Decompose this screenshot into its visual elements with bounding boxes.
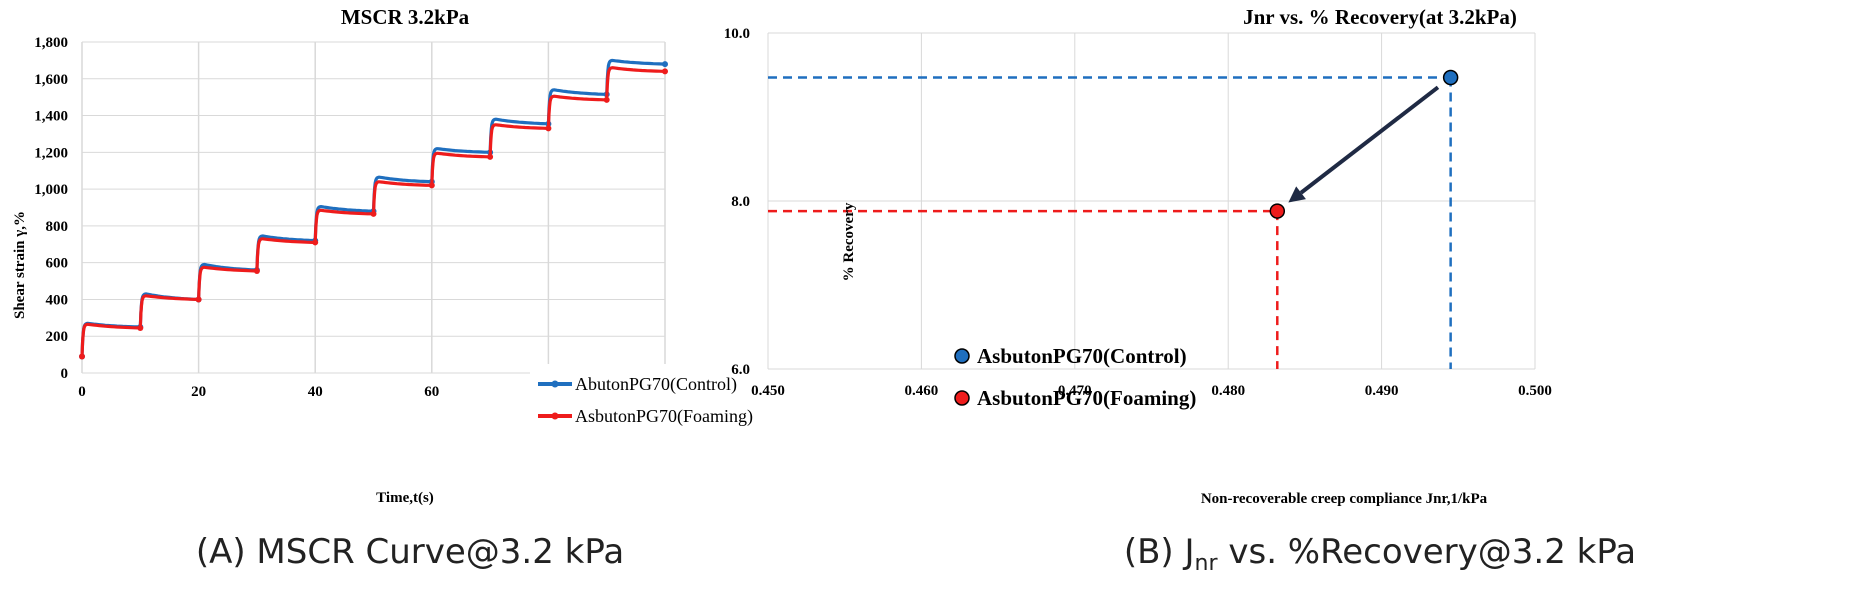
chart-a-caption: (A) MSCR Curve@3.2 kPa (196, 532, 624, 572)
chart-b-x-label: Non-recoverable creep compliance Jnr,1/k… (1201, 491, 1488, 507)
chart-a-y-tick-label: 1,200 (34, 145, 68, 161)
arrow-shaft (1299, 85, 1440, 195)
chart-a-x-tick-label: 0 (78, 384, 86, 400)
chart-b-x-tick-label: 0.450 (751, 383, 785, 399)
chart-a-y-tick-label: 1,600 (34, 72, 68, 88)
legend-b-control-label: AsbutonPG70(Control) (977, 344, 1187, 368)
chart-a-title: MSCR 3.2kPa (341, 5, 470, 29)
chart-b-x-tick-label: 0.490 (1365, 383, 1399, 399)
legend-control-marker (551, 380, 559, 388)
chart-b-y-label: % Recovery (841, 202, 857, 281)
chart-b-y-ticks: 6.0 8.0 10.0 (724, 26, 750, 378)
series-1-point (662, 68, 668, 75)
legend-control-label: AbutonPG70(Control) (575, 374, 737, 395)
chart-a-y-tick-label: 0 (61, 366, 69, 382)
chart-a-y-tick-label: 1,800 (34, 35, 68, 51)
chart-b-legend: AsbutonPG70(Control) AsbutonPG70(Foaming… (954, 344, 1196, 410)
legend-foaming-marker (551, 412, 559, 420)
chart-b-y-tick-label: 10.0 (724, 26, 750, 42)
series-1-point (79, 353, 85, 360)
legend-b-foaming-label: AsbutonPG70(Foaming) (977, 386, 1196, 410)
series-1-point (253, 267, 260, 274)
chart-b-caption: (B) Jnr vs. %Recovery@3.2 kPa (1124, 532, 1636, 576)
chart-a-y-label: Shear strain γ,% (12, 211, 28, 319)
series-1-point (370, 210, 377, 217)
series-1-point (195, 296, 202, 303)
series-1-point (545, 125, 552, 132)
chart-b-x-tick-label: 0.470 (1058, 383, 1092, 399)
chart-a-y-tick-label: 400 (46, 292, 69, 308)
series-0-point (662, 61, 668, 68)
arrow-head (1288, 186, 1306, 203)
chart-b-x-tick-label: 0.480 (1211, 383, 1245, 399)
chart-b: Jnr vs. % Recovery(at 3.2kPa) 6.0 8.0 10.0… (724, 5, 1636, 576)
point-0 (1442, 69, 1459, 86)
chart-a-y-tick-label: 1,400 (34, 109, 68, 125)
chart-b-y-tick-label: 6.0 (731, 362, 750, 378)
series-1-point (137, 324, 144, 331)
chart-a-y-tick-label: 800 (46, 219, 69, 235)
point-1 (1269, 203, 1286, 219)
chart-b-x-tick-label: 0.460 (905, 383, 939, 399)
chart-a-y-tick-label: 600 (46, 256, 69, 272)
chart-a-legend-box (530, 364, 798, 434)
chart-a-x-tick-label: 20 (191, 384, 206, 400)
chart-a-x-tick-label: 40 (308, 384, 323, 400)
chart-b-guide-lines (768, 76, 1452, 369)
chart-b-x-ticks: 0.450 0.460 0.470 0.480 0.490 0.500 (751, 383, 1552, 399)
chart-a-series (79, 58, 668, 360)
series-1-point (428, 182, 435, 189)
chart-a-legend: AbutonPG70(Control) AsbutonPG70(Foaming) (538, 374, 753, 427)
legend-b-control-marker (954, 348, 970, 364)
chart-b-title: Jnr vs. % Recovery(at 3.2kPa) (1243, 5, 1517, 29)
series-1-point (603, 96, 610, 103)
chart-a: MSCR 3.2kPa 02004006008001,0001,2001,400… (12, 5, 798, 572)
chart-a-y-tick-label: 1,000 (34, 182, 68, 198)
series-1-point (487, 153, 494, 160)
chart-a-y-ticks: 0 200 400 600 800 1,000 1,200 1,400 1,600 1,800 (34, 35, 68, 382)
chart-a-x-label: Time,t(s) (376, 490, 434, 506)
chart-b-x-tick-label: 0.500 (1518, 383, 1552, 399)
chart-b-points (1269, 69, 1459, 219)
legend-foaming-label: AsbutonPG70(Foaming) (575, 406, 753, 427)
legend-b-foaming-marker (954, 390, 970, 406)
chart-a-x-tick-label: 60 (424, 384, 439, 400)
series-1-point (312, 239, 319, 246)
chart-b-gridlines (767, 32, 1536, 370)
chart-a-y-tick-label: 200 (46, 329, 69, 345)
chart-b-y-tick-label: 8.0 (731, 194, 750, 210)
